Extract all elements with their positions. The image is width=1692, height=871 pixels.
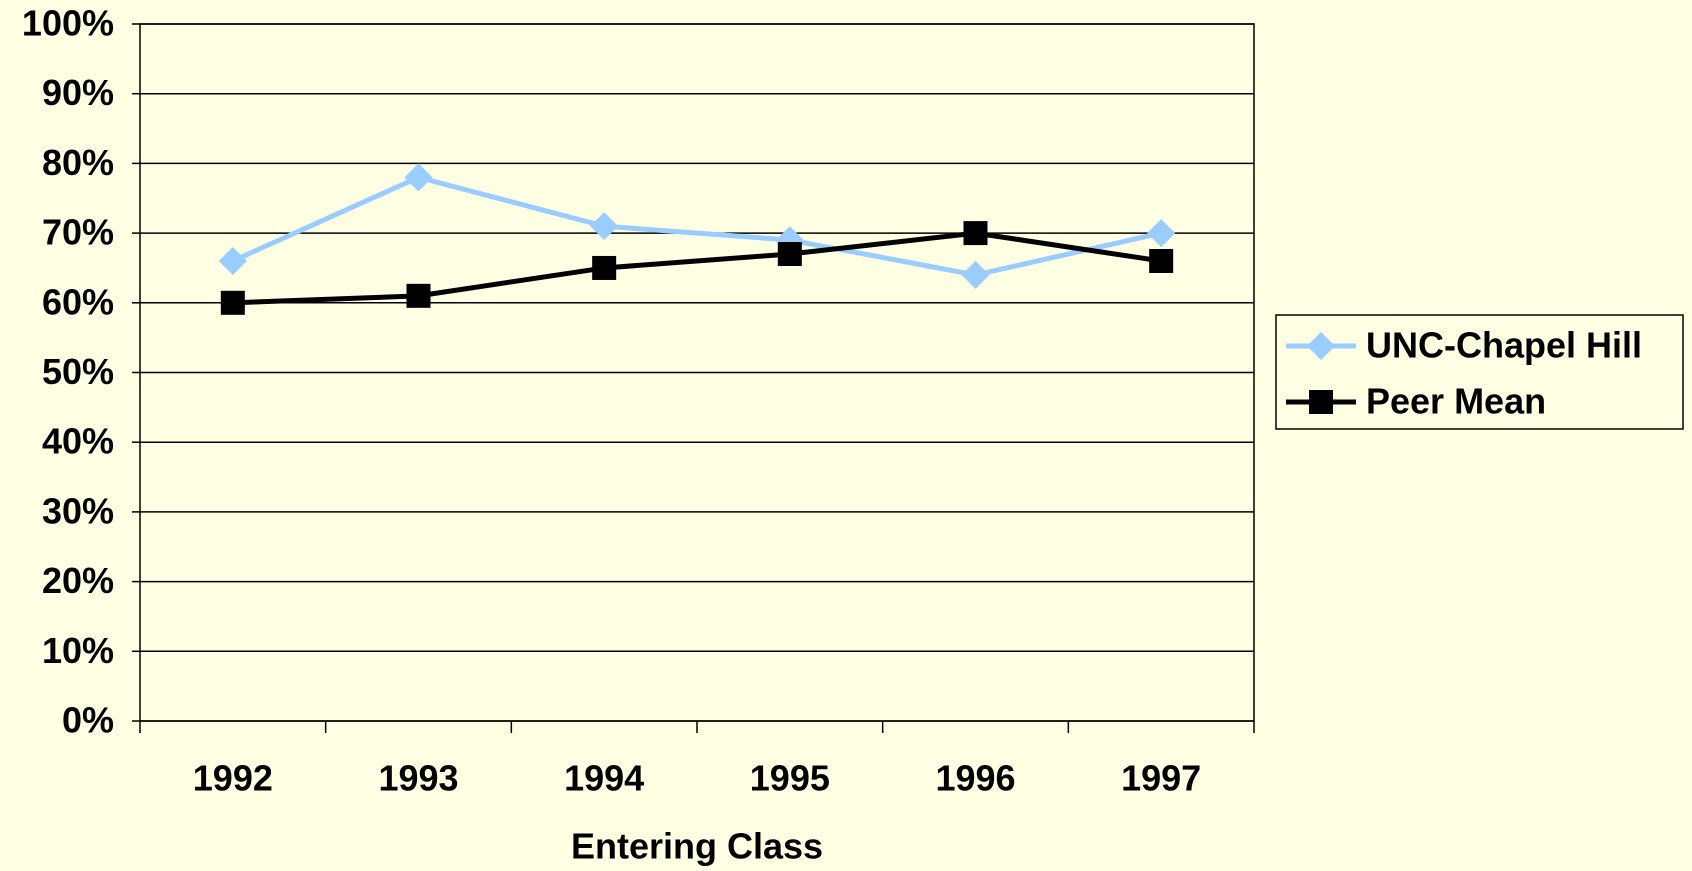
data-point	[777, 242, 802, 267]
x-axis-title: Entering Class	[571, 826, 823, 867]
legend-marker	[1309, 390, 1333, 414]
data-point	[218, 246, 247, 275]
data-point	[1149, 248, 1174, 273]
y-tick-label: 90%	[42, 72, 114, 113]
data-point	[406, 283, 431, 308]
x-tick-label: 1994	[564, 758, 644, 799]
data-point	[220, 290, 245, 315]
x-tick-label: 1996	[935, 758, 1015, 799]
legend-marker	[1307, 332, 1335, 360]
y-tick-label: 100%	[22, 3, 114, 44]
data-point	[592, 255, 617, 280]
y-tick-label: 60%	[42, 281, 114, 322]
x-tick-label: 1997	[1121, 758, 1201, 799]
data-point	[963, 221, 988, 246]
y-tick-label: 70%	[42, 212, 114, 253]
data-point	[961, 260, 990, 289]
y-tick-label: 20%	[42, 560, 114, 601]
x-tick-label: 1993	[378, 758, 458, 799]
legend-box	[1275, 314, 1684, 430]
series-line	[232, 230, 1162, 306]
data-point	[1147, 219, 1176, 248]
y-tick-label: 10%	[42, 630, 114, 671]
legend-label: UNC-Chapel Hill	[1366, 325, 1642, 366]
x-tick-label: 1995	[750, 758, 830, 799]
data-point	[590, 212, 619, 241]
series-line	[231, 174, 1162, 278]
y-tick-label: 50%	[42, 351, 114, 392]
data-point	[404, 163, 433, 192]
x-tick-label: 1992	[193, 758, 273, 799]
y-tick-label: 40%	[42, 421, 114, 462]
y-tick-label: 80%	[42, 142, 114, 183]
legend-label: Peer Mean	[1366, 381, 1546, 422]
y-tick-label: 30%	[42, 490, 114, 531]
y-tick-label: 0%	[62, 700, 114, 741]
